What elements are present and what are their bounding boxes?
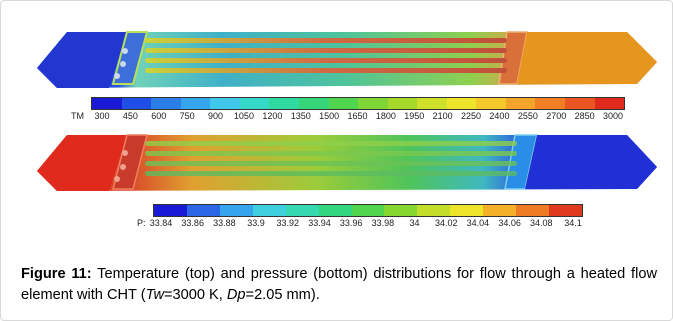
pressure-scale-tick: 34.04 [466, 218, 490, 228]
pressure-scale-swatch [351, 205, 385, 216]
pressure-scale-swatch [154, 205, 187, 216]
pressure-scale-swatch [417, 205, 451, 216]
temperature-scale-tick: 1800 [375, 111, 396, 121]
caption-text-3: =2.05 mm). [245, 287, 320, 303]
pressure-scale-tick: 33.94 [308, 218, 331, 228]
temperature-scale-tick: 2100 [432, 111, 453, 121]
temperature-scale-swatch [358, 98, 388, 109]
temperature-scale-tick: 2700 [546, 111, 567, 121]
temperature-scale-tick: 2850 [574, 111, 595, 121]
temperature-scale-tick: 900 [208, 111, 224, 121]
temperature-scale-tick: 1950 [404, 111, 425, 121]
pressure-scale-tick: 33.84 [149, 218, 173, 228]
temperature-scale-tick: 450 [122, 111, 138, 121]
pressure-scale-swatch [186, 205, 220, 216]
caption-var-dp: Dp [226, 287, 246, 303]
figure-caption: Figure 11: Temperature (top) and pressur… [21, 264, 657, 306]
temperature-scale-swatch [476, 98, 506, 109]
pressure-scale-tick: 33.98 [371, 218, 395, 228]
caption-label: Figure 11: [21, 266, 92, 282]
temperature-scale-swatch [417, 98, 447, 109]
pressure-scale-tick: 34.02 [434, 218, 458, 228]
temperature-scale-tick: 300 [94, 111, 110, 121]
pressure-scale-swatch [450, 205, 484, 216]
temperature-scale-tick: 3000 [602, 111, 624, 121]
temperature-scale-swatch [239, 98, 270, 109]
temperature-scale-swatch [180, 98, 211, 109]
temperature-scale-tick: 1350 [290, 111, 311, 121]
temperature-scale-swatch [210, 98, 240, 109]
pressure-scale-swatch [219, 205, 253, 216]
temperature-scale-swatch [387, 98, 418, 109]
temperature-scale-name: TM [71, 111, 84, 121]
pressure-distribution-image [37, 134, 657, 191]
caption-text-1: Temperature (top) and pressure (bottom) … [21, 266, 658, 303]
temperature-scale-tick: 1050 [233, 111, 254, 121]
pressure-color-scale [153, 204, 583, 217]
temperature-scale-swatch [92, 98, 122, 109]
temperature-scale-swatch [535, 98, 565, 109]
pressure-scale-tick: 34.1 [564, 218, 582, 228]
temperature-scale-tick: 1650 [347, 111, 368, 121]
pressure-scale-tick: 34.06 [498, 218, 521, 228]
pressure-scale-tick: 33.92 [276, 218, 300, 228]
temperature-scale-tick: 1500 [319, 111, 340, 121]
pressure-scale-swatch [384, 205, 418, 216]
temperature-scale-tick: 1200 [262, 111, 283, 121]
temperature-scale-tick: 750 [179, 111, 195, 121]
pressure-scale-tick: 34.08 [530, 218, 553, 228]
pressure-scale-tick: 33.9 [247, 218, 265, 228]
temperature-scale-swatch [565, 98, 595, 109]
temperature-scale-tick: 2400 [489, 111, 510, 121]
temperature-color-scale [91, 97, 625, 110]
pressure-scale-tick: 33.86 [181, 218, 204, 228]
pressure-scale-labels: P: 33.84 33.86 33.88 33.9 33.92 33.94 33.96 33.9… [1, 218, 673, 230]
pressure-scale-swatch [516, 205, 550, 216]
pressure-scale-tick: 34 [409, 218, 420, 228]
temperature-scale-tick: 600 [151, 111, 167, 121]
temperature-distribution-image [37, 31, 657, 88]
pressure-scale-swatch [318, 205, 352, 216]
caption-text-2: =3000 K, [164, 287, 227, 303]
pressure-scale-swatch [483, 205, 517, 216]
temperature-scale-labels: TM 300 450 600 750 900 1050 1200 1350 1500 1650 180… [1, 111, 673, 123]
pressure-scale-swatch [549, 205, 582, 216]
temperature-scale-swatch [298, 98, 329, 109]
temperature-scale-swatch [151, 98, 181, 109]
temperature-scale-tick: 2250 [461, 111, 482, 121]
caption-var-tw: Tw [145, 287, 164, 303]
temperature-scale-swatch [505, 98, 536, 109]
temperature-scale-tick: 2550 [517, 111, 538, 121]
pressure-scale-swatch [285, 205, 319, 216]
pressure-scale-name: P: [137, 218, 146, 228]
temperature-scale-swatch [121, 98, 152, 109]
temperature-scale-swatch [269, 98, 299, 109]
temperature-scale-swatch [328, 98, 359, 109]
temperature-scale-swatch [594, 98, 625, 109]
pressure-scale-tick: 33.88 [213, 218, 236, 228]
pressure-scale-tick: 33.96 [339, 218, 363, 228]
temperature-scale-swatch [446, 98, 477, 109]
pressure-scale-swatch [252, 205, 286, 216]
